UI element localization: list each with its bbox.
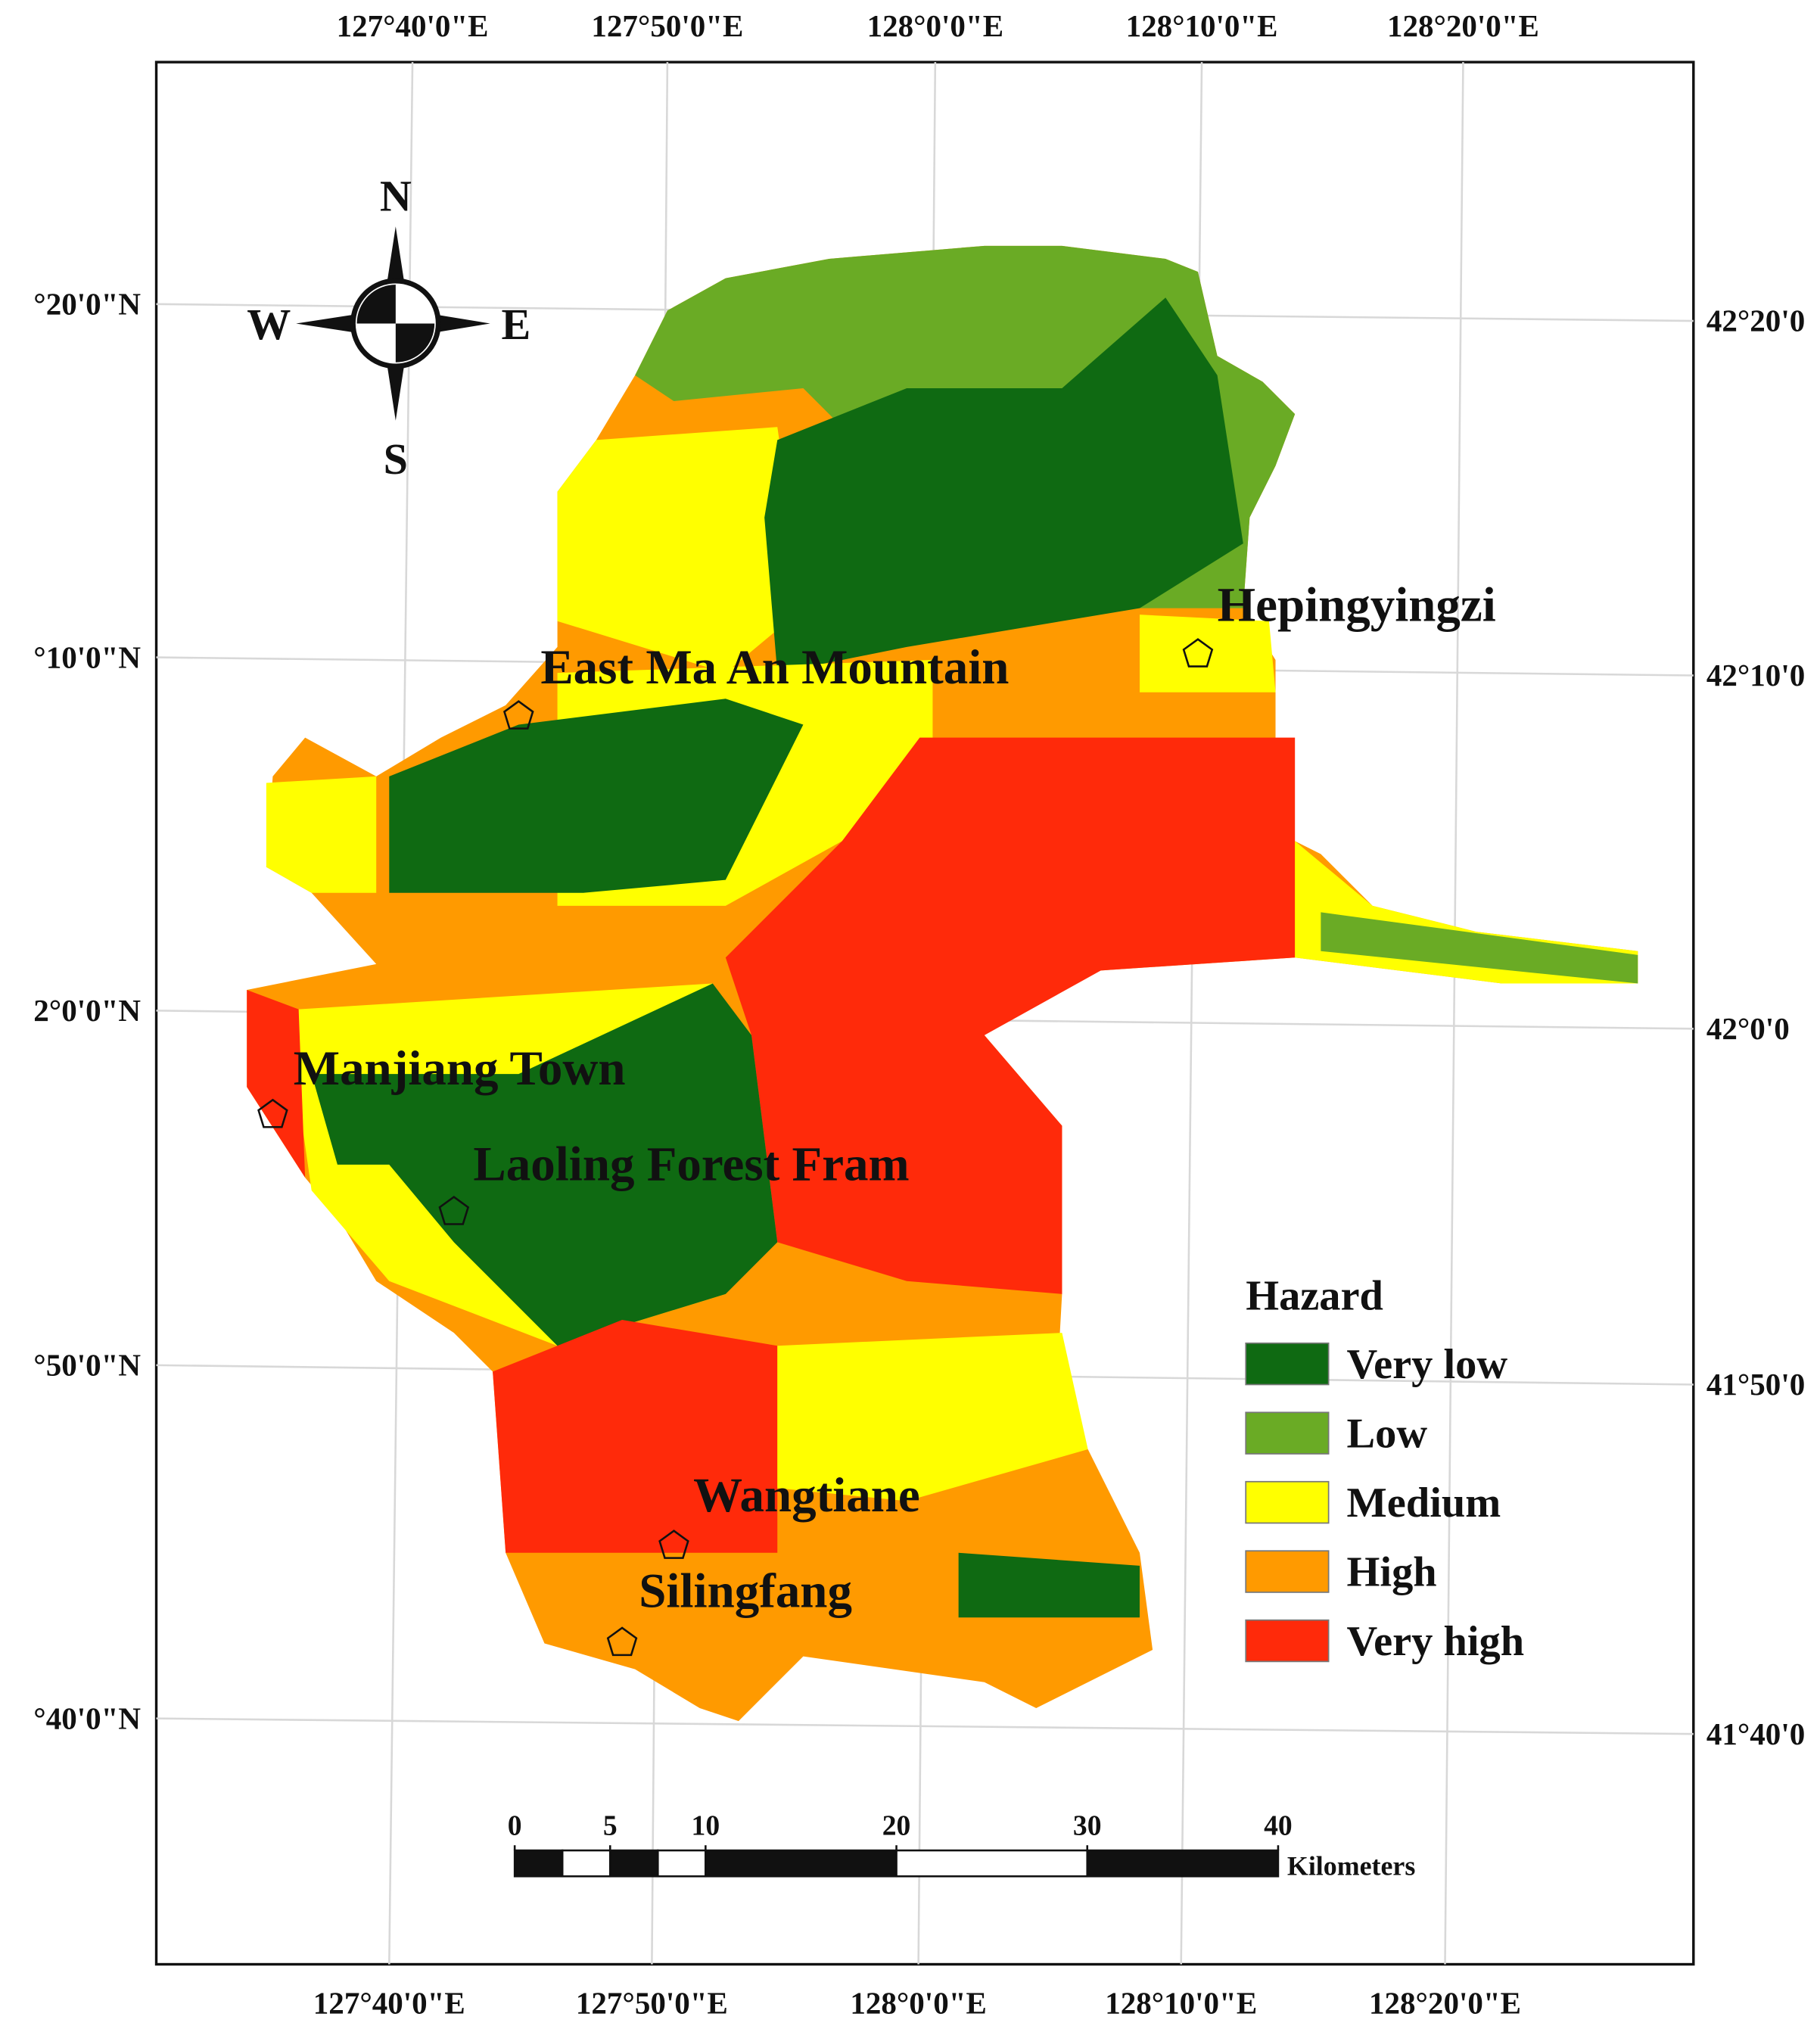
region xyxy=(493,1320,778,1553)
place-label: Wangtiane xyxy=(693,1468,920,1523)
lat-label: 42°0'0 xyxy=(1706,1011,1790,1046)
lon-label: 127°40'0"E xyxy=(337,8,489,43)
compass-label: W xyxy=(247,300,291,349)
lat-label: °40'0"N xyxy=(33,1701,141,1735)
lat-label: 41°50'0 xyxy=(1706,1367,1805,1402)
region xyxy=(725,737,1296,1294)
place-marker xyxy=(606,1626,638,1657)
place-label: East Ma An Mountain xyxy=(540,640,1009,695)
lon-label: 128°20'0"E xyxy=(1387,8,1539,43)
lon-label: 128°0'0"E xyxy=(850,1985,986,2020)
legend-swatch xyxy=(1245,1550,1330,1593)
place-marker xyxy=(502,700,534,730)
scale-tick-label: 40 xyxy=(1264,1810,1293,1842)
lat-label: 2°0'0"N xyxy=(33,993,141,1028)
lon-label: 128°20'0"E xyxy=(1369,1985,1521,2020)
place-marker xyxy=(1182,638,1214,668)
lat-label: °20'0"N xyxy=(33,286,141,321)
lon-label: 128°0'0"E xyxy=(867,8,1003,43)
legend-swatch xyxy=(1245,1411,1330,1455)
region xyxy=(777,1333,1088,1502)
legend-label: High xyxy=(1347,1548,1437,1595)
legend-label: Low xyxy=(1347,1410,1428,1457)
legend-swatch xyxy=(1245,1342,1330,1386)
legend: Hazard Very low Low Medium High Very high xyxy=(1245,1272,1525,1665)
place-marker xyxy=(257,1098,288,1128)
legend-label: Very low xyxy=(1347,1341,1508,1388)
legend-swatch xyxy=(1245,1480,1330,1524)
place-markers xyxy=(257,638,1214,1657)
scale-tick-label: 30 xyxy=(1073,1810,1102,1842)
region xyxy=(1321,912,1638,984)
lon-label: 127°50'0"E xyxy=(591,8,743,43)
legend-label: Very high xyxy=(1347,1618,1525,1665)
grid-line xyxy=(1444,62,1464,1965)
lon-label: 127°40'0"E xyxy=(313,1985,465,2020)
scale-segment xyxy=(561,1849,611,1878)
region xyxy=(311,983,778,1346)
scale-bar: 0 5 10 20 30 40 Kilometers xyxy=(508,1810,1416,1881)
lat-label: °10'0"N xyxy=(33,640,141,674)
lat-label: 42°10'0 xyxy=(1706,658,1805,692)
compass: N S E W xyxy=(247,172,530,484)
scale-segment xyxy=(657,1849,707,1878)
grid-line xyxy=(156,1717,1694,1735)
place-label: Laoling Forest Fram xyxy=(473,1137,909,1191)
place-label: Manjiang Town xyxy=(294,1041,626,1096)
compass-label: E xyxy=(501,300,530,349)
lat-label: °50'0"N xyxy=(33,1348,141,1383)
lat-label: 42°20'0 xyxy=(1706,303,1805,338)
scale-tick-label: 10 xyxy=(692,1810,720,1842)
scale-segment xyxy=(705,1849,898,1878)
region xyxy=(958,1552,1140,1618)
place-marker xyxy=(658,1530,689,1559)
region xyxy=(764,297,1243,674)
scale-unit: Kilometers xyxy=(1287,1851,1415,1881)
axis-labels: 127°40'0"E 127°50'0"E 128°0'0"E 128°10'0… xyxy=(33,8,1805,2021)
region xyxy=(557,427,804,674)
scale-tick-label: 20 xyxy=(882,1810,911,1842)
lon-label: 127°50'0"E xyxy=(576,1985,728,2020)
scale-segment xyxy=(895,1849,1089,1878)
legend-label: Medium xyxy=(1347,1480,1501,1526)
scale-tick-label: 0 xyxy=(508,1810,522,1842)
compass-label: S xyxy=(384,434,408,484)
scale-segment xyxy=(513,1849,564,1878)
compass-label: N xyxy=(380,172,412,221)
place-label: Silingfang xyxy=(639,1564,852,1619)
region xyxy=(247,990,306,1178)
scale-segment xyxy=(1086,1849,1280,1878)
region xyxy=(266,776,377,893)
place-marker xyxy=(438,1195,470,1225)
legend-title: Hazard xyxy=(1246,1272,1383,1319)
region xyxy=(1139,615,1276,692)
lat-label: 41°40'0 xyxy=(1706,1716,1805,1751)
place-label: Hepingyingzi xyxy=(1218,578,1496,633)
lon-label: 128°10'0"E xyxy=(1105,1985,1257,2020)
scale-segment xyxy=(608,1849,659,1878)
region xyxy=(389,699,804,893)
hazard-raster xyxy=(247,245,1638,1722)
legend-swatch xyxy=(1245,1619,1330,1663)
lon-label: 128°10'0"E xyxy=(1126,8,1278,43)
scale-tick-label: 5 xyxy=(603,1810,618,1842)
